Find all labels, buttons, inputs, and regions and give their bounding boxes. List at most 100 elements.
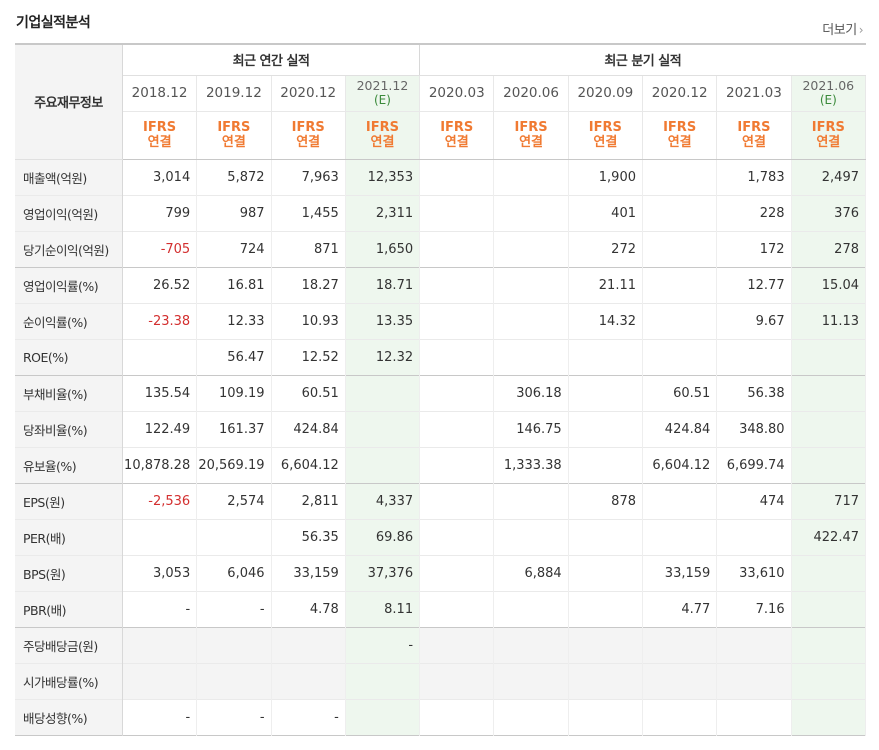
table-cell: 10,878.28 (122, 447, 198, 483)
section-title: 기업실적분석 (16, 15, 91, 31)
basis-header: IFRS 연결 (791, 111, 867, 160)
basis-consolidation: 연결 (221, 135, 246, 150)
period-label: 2020.06 (503, 85, 559, 101)
table-cell: 4.78 (271, 591, 346, 627)
basis-consolidation: 연결 (741, 135, 766, 150)
table-cell: 33,159 (642, 555, 718, 591)
period-label: 2018.12 (131, 85, 188, 101)
table-row: EPS(원) -2,536 2,574 2,811 4,337 878 474 717 (15, 483, 867, 519)
table-cell: 3,014 (122, 159, 198, 195)
table-cell: - (196, 699, 272, 735)
table-cell: 8.11 (345, 591, 421, 627)
basis-standard: IFRS (588, 120, 622, 135)
row-label: 배당성향(%) (15, 699, 123, 735)
table-cell (493, 231, 569, 267)
table-cell (419, 303, 495, 339)
table-cell: - (345, 627, 421, 663)
table-cell: -23.38 (122, 303, 198, 339)
table-cell (716, 339, 792, 375)
table-cell (419, 267, 495, 303)
basis-header: IFRS 연결 (345, 111, 421, 160)
table-cell (419, 663, 495, 699)
table-cell: 6,604.12 (642, 447, 718, 483)
table-cell (419, 195, 495, 231)
period-label: 2021.06 (802, 78, 855, 93)
table-cell (568, 699, 644, 735)
row-label: PBR(배) (15, 591, 123, 627)
table-row: BPS(원) 3,053 6,046 33,159 37,376 6,884 33,159 3… (15, 555, 867, 591)
table-cell: 60.51 (271, 375, 346, 411)
table-cell (568, 519, 644, 555)
period-label: 2021.03 (726, 85, 782, 101)
table-cell: 56.47 (196, 339, 272, 375)
table-row: 매출액(억원) 3,014 5,872 7,963 12,353 1,900 1,783 2,… (15, 159, 867, 195)
table-cell: 228 (716, 195, 792, 231)
table-cell (642, 231, 718, 267)
table-cell (716, 519, 792, 555)
period-label: 2020.12 (651, 85, 708, 101)
table-row: 당좌비율(%) 122.49 161.37 424.84 146.75 424.84 348… (15, 411, 867, 447)
table-cell: 6,604.12 (271, 447, 346, 483)
table-cell: 878 (568, 483, 644, 519)
table-cell: 60.51 (642, 375, 718, 411)
table-cell: -2,536 (122, 483, 198, 519)
table-cell: 20,569.19 (196, 447, 272, 483)
basis-header: IFRS 연결 (493, 111, 569, 160)
period-header: 2021.06 (E) (791, 75, 867, 112)
table-cell (419, 627, 495, 663)
table-cell (122, 627, 198, 663)
table-row: PER(배) 56.35 69.86 422.47 (15, 519, 867, 555)
table-cell: 2,497 (791, 159, 867, 195)
table-cell: 33,610 (716, 555, 792, 591)
table-cell: 11.13 (791, 303, 867, 339)
table-cell: 12.33 (196, 303, 272, 339)
row-label: 매출액(억원) (15, 159, 123, 195)
table-cell: 424.84 (271, 411, 346, 447)
table-cell (642, 195, 718, 231)
table-cell: 135.54 (122, 375, 198, 411)
more-link[interactable]: 더보기 › (822, 19, 863, 38)
table-cell: 6,046 (196, 555, 272, 591)
table-cell: 987 (196, 195, 272, 231)
table-cell (791, 591, 867, 627)
financial-table: 주요재무정보 최근 연간 실적 최근 분기 실적 2018.12 2019.12 2… (15, 43, 867, 736)
table-row: 주당배당금(원) - (15, 627, 867, 663)
table-cell (642, 519, 718, 555)
table-cell: 161.37 (196, 411, 272, 447)
table-cell: 1,900 (568, 159, 644, 195)
table-cell (419, 411, 495, 447)
table-cell: 6,699.74 (716, 447, 792, 483)
table-cell: 12.32 (345, 339, 421, 375)
basis-standard: IFRS (365, 120, 399, 135)
chevron-right-icon: › (858, 23, 864, 37)
basis-consolidation: 연결 (667, 135, 692, 150)
table-cell (493, 591, 569, 627)
table-cell (493, 627, 569, 663)
table-row: 영업이익률(%) 26.52 16.81 18.27 18.71 21.11 12.77 15… (15, 267, 867, 303)
table-cell (493, 339, 569, 375)
basis-standard: IFRS (291, 120, 325, 135)
period-header: 2020.12 (642, 75, 718, 112)
table-row: 순이익률(%) -23.38 12.33 10.93 13.35 14.32 9.67 11.… (15, 303, 867, 339)
table-cell (493, 663, 569, 699)
basis-standard: IFRS (514, 120, 548, 135)
table-cell: 3,053 (122, 555, 198, 591)
basis-consolidation: 연결 (519, 135, 544, 150)
table-cell: -705 (122, 231, 198, 267)
table-cell (716, 699, 792, 735)
basis-standard: IFRS (737, 120, 771, 135)
table-cell (791, 627, 867, 663)
basis-consolidation: 연결 (147, 135, 172, 150)
table-cell (419, 447, 495, 483)
table-cell: 5,872 (196, 159, 272, 195)
period-header: 2020.03 (419, 75, 495, 112)
table-cell (493, 195, 569, 231)
table-cell: 2,574 (196, 483, 272, 519)
table-cell (419, 519, 495, 555)
table-cell (493, 519, 569, 555)
table-cell (642, 627, 718, 663)
table-cell (642, 339, 718, 375)
table-cell (345, 699, 421, 735)
table-cell (122, 663, 198, 699)
table-cell (493, 159, 569, 195)
